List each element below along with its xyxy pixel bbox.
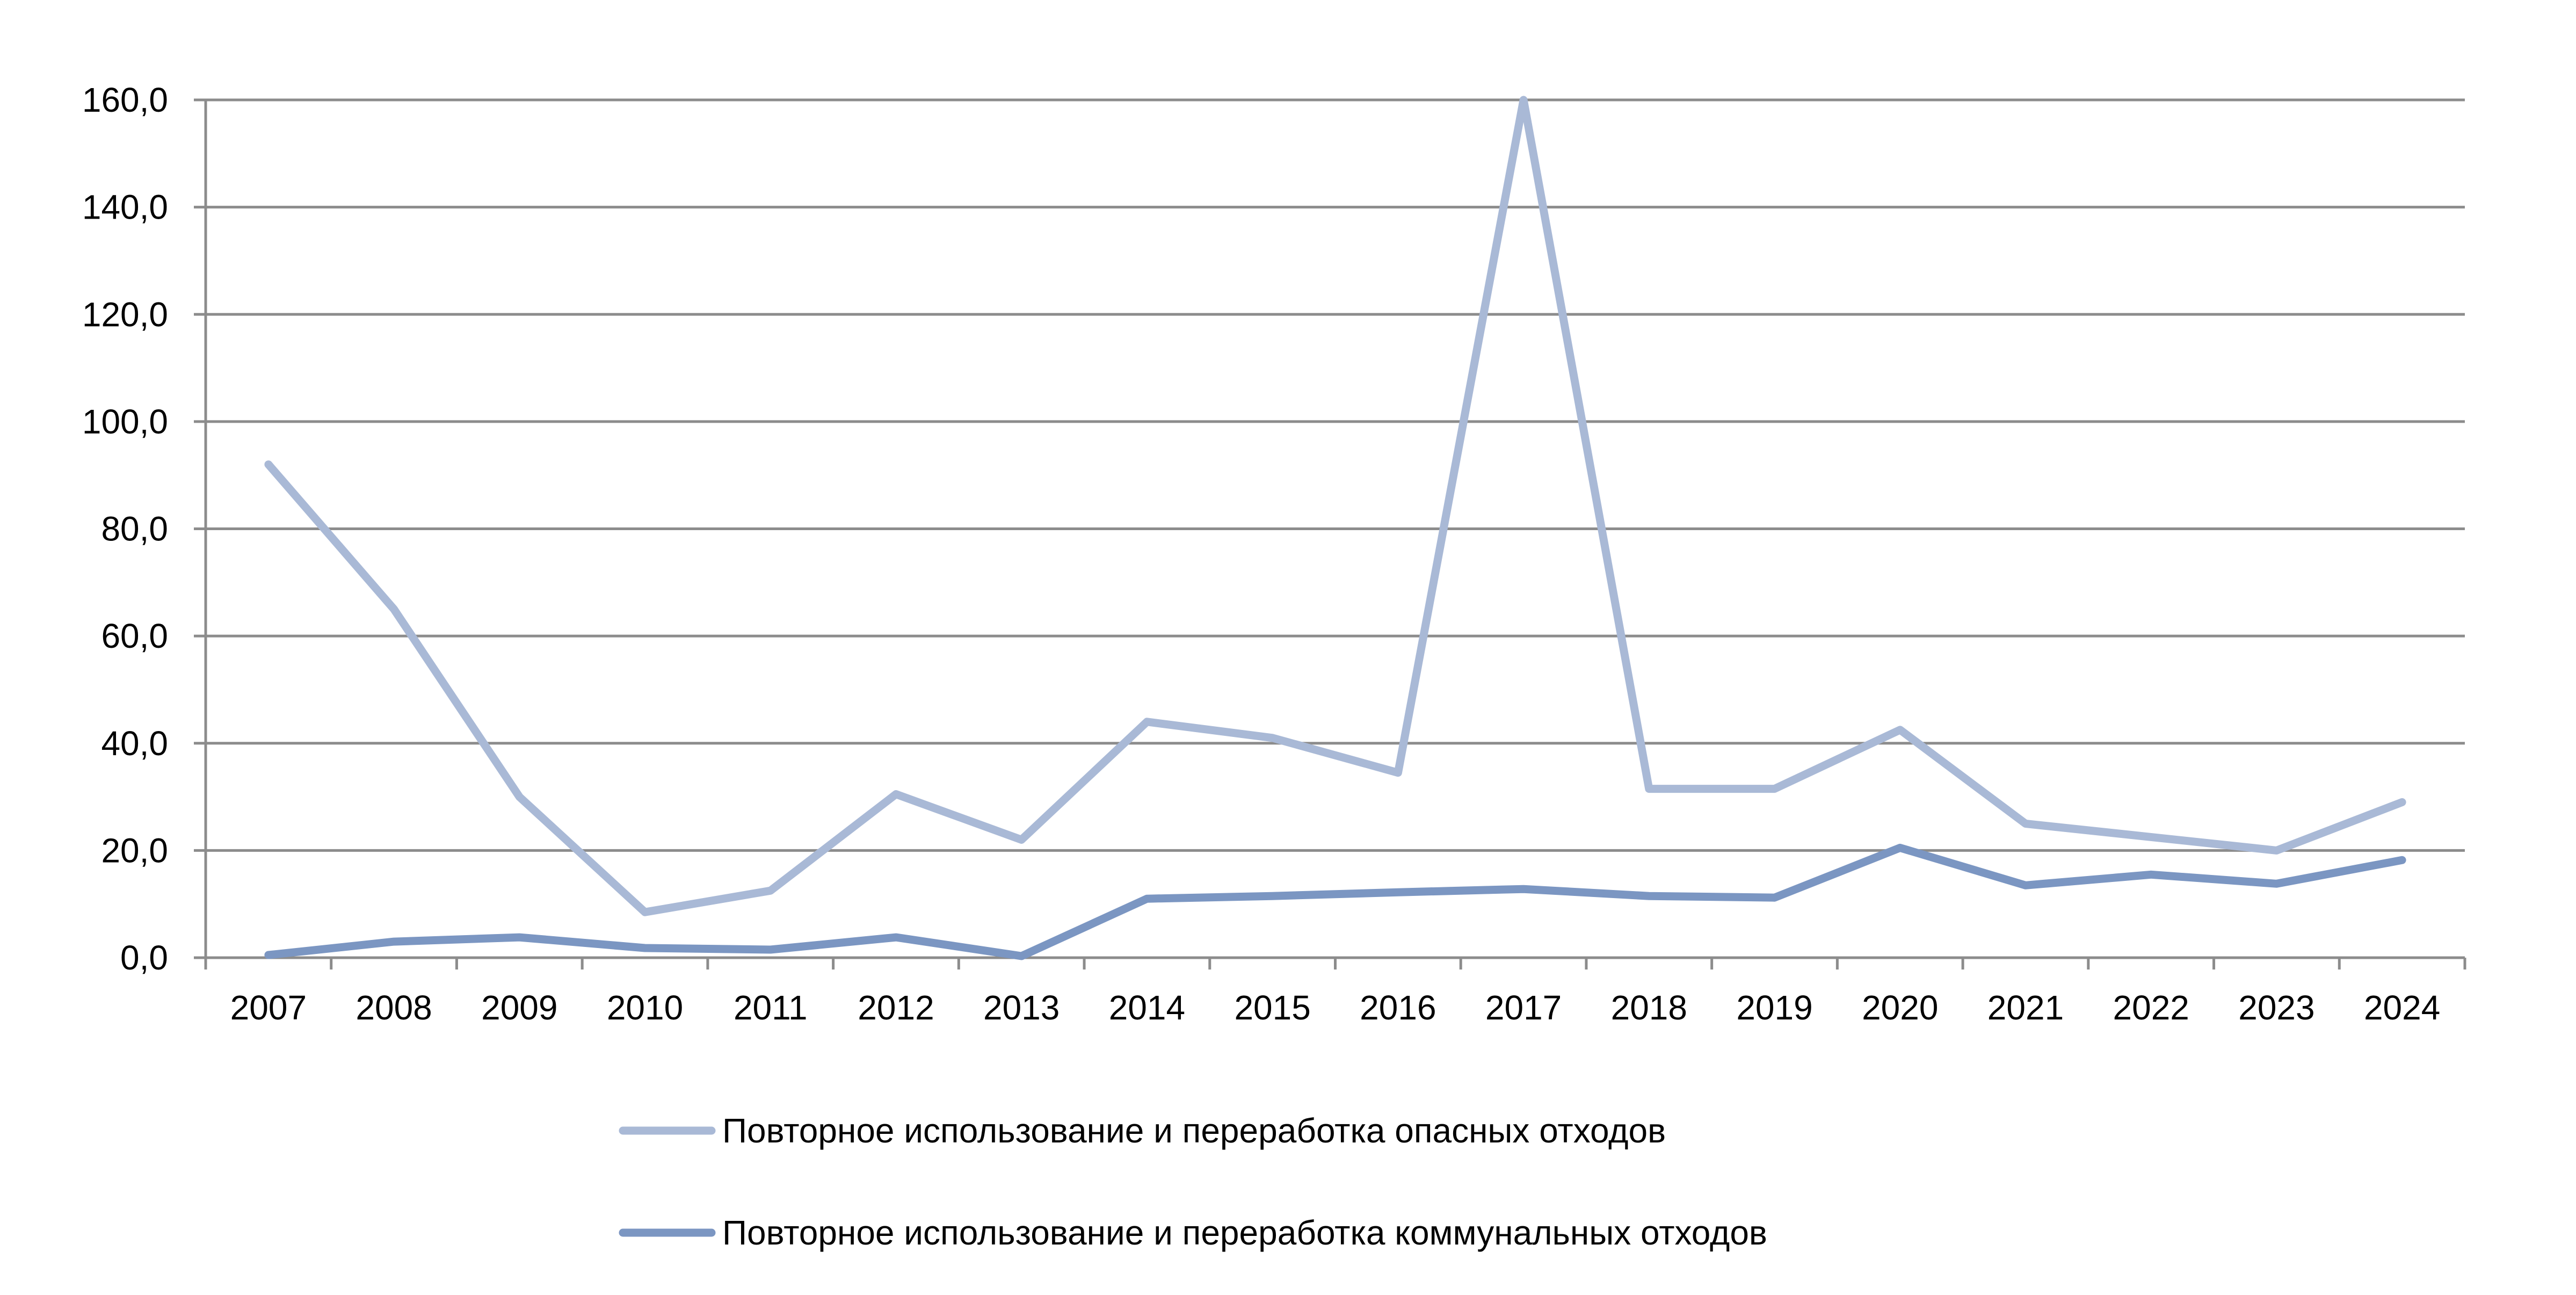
x-tick-label: 2021 [1987,988,2064,1027]
series-lines [264,96,2406,960]
y-tick-label: 100,0 [82,402,168,441]
x-tick-label: 2008 [355,988,432,1027]
x-tick-label: 2020 [1862,988,1938,1027]
x-tick-labels: 2007 2008 2009 2010 2011 2012 2013 2014 2015 2016… [230,988,2441,1027]
x-tick-label: 2012 [858,988,934,1027]
y-tick-labels: 0,0 20,0 40,0 60,0 80,0 100,0 120,0 140,0 160,0 [82,81,168,977]
y-tick-label: 140,0 [82,188,168,227]
x-tick-label: 2023 [2238,988,2314,1027]
legend: Повторное использование и переработка оп… [619,1111,1767,1252]
x-tick-label: 2007 [230,988,307,1027]
y-tick-label: 40,0 [101,724,168,763]
x-tick-label: 2024 [2364,988,2440,1027]
x-tick-label: 2015 [1234,988,1310,1027]
x-tick-label: 2016 [1360,988,1436,1027]
y-tick-label: 20,0 [101,831,168,870]
x-tick-label: 2010 [607,988,683,1027]
x-tick-label: 2022 [2113,988,2189,1027]
series-line-1 [264,96,2406,916]
y-tick-label: 160,0 [82,81,168,119]
x-tick-label: 2009 [481,988,557,1027]
x-tick-label: 2014 [1109,988,1185,1027]
gridlines [206,98,2465,852]
x-tick-label: 2019 [1736,988,1812,1027]
legend-label: Повторное использование и переработка оп… [722,1111,1666,1150]
x-tick-label: 2017 [1485,988,1562,1027]
series-line-2 [264,843,2406,960]
y-tick-label: 120,0 [82,295,168,334]
y-tick-label: 60,0 [101,617,168,655]
x-tick-label: 2011 [734,988,808,1027]
x-tick-label: 2013 [983,988,1060,1027]
x-tick-label: 2018 [1611,988,1687,1027]
axes [194,98,2466,970]
legend-label: Повторное использование и переработка ко… [722,1213,1767,1252]
y-tick-label: 0,0 [120,938,168,977]
y-tick-label: 80,0 [101,510,168,548]
